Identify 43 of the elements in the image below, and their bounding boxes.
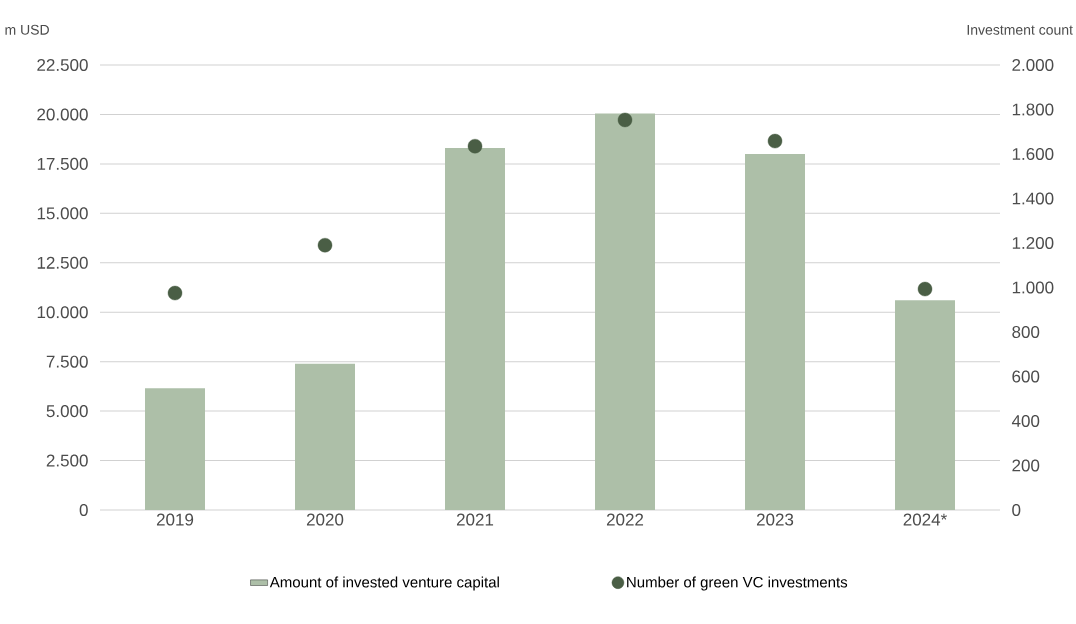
y-tick-label: 0 (79, 503, 88, 517)
y2-tick-label: 1.200 (1012, 236, 1054, 250)
bar (445, 148, 505, 510)
y2-tick-label: 1.400 (1012, 192, 1054, 205)
y-tick-label: 22.500 (37, 58, 88, 72)
y2-axis-title: Investment count (967, 25, 1073, 35)
y2-tick-label: 800 (1012, 325, 1040, 339)
x-tick-label: 2020 (306, 513, 344, 526)
y-tick-label: 17.500 (37, 157, 88, 170)
bar (295, 363, 355, 510)
x-tick-label: 2021 (456, 513, 494, 526)
y2-tick-label: 1.800 (1012, 103, 1054, 116)
y2-tick-label: 200 (1012, 459, 1040, 472)
y2-tick-label: 0 (1012, 503, 1021, 517)
x-tick-label: 2022 (606, 513, 644, 526)
y-tick-label: 7.500 (46, 355, 88, 368)
x-tick-label: 2019 (156, 513, 194, 526)
bar (145, 388, 205, 510)
point (467, 139, 483, 154)
y2-tick-label: 1.000 (1012, 281, 1054, 294)
point (167, 285, 183, 301)
point (617, 112, 633, 128)
bar (745, 154, 806, 510)
y2-tick-label: 600 (1012, 370, 1040, 383)
y2-tick-label: 400 (1011, 414, 1040, 428)
x-tick-label: 2024* (903, 513, 947, 526)
bar (895, 300, 956, 510)
legend-label: Amount of invested venture capital (269, 576, 499, 591)
x-tick-label: 2023 (756, 513, 794, 526)
y-axis-title: m USD (5, 24, 49, 35)
point (917, 281, 933, 297)
y-tick-label: 12.500 (37, 256, 88, 269)
y-tick-label: 2.500 (46, 454, 88, 467)
y-tick-label: 10.000 (37, 306, 88, 319)
point (767, 133, 783, 149)
y2-tick-label: 2.000 (1012, 58, 1054, 72)
y-tick-label: 15.000 (37, 207, 88, 220)
point (317, 238, 333, 253)
bar (595, 113, 656, 510)
y-tick-label: 20.000 (37, 108, 88, 121)
y2-tick-label: 1.600 (1012, 147, 1054, 161)
legend-label: Number of green VC investments (627, 576, 848, 591)
y-tick-label: 5.000 (46, 405, 88, 418)
